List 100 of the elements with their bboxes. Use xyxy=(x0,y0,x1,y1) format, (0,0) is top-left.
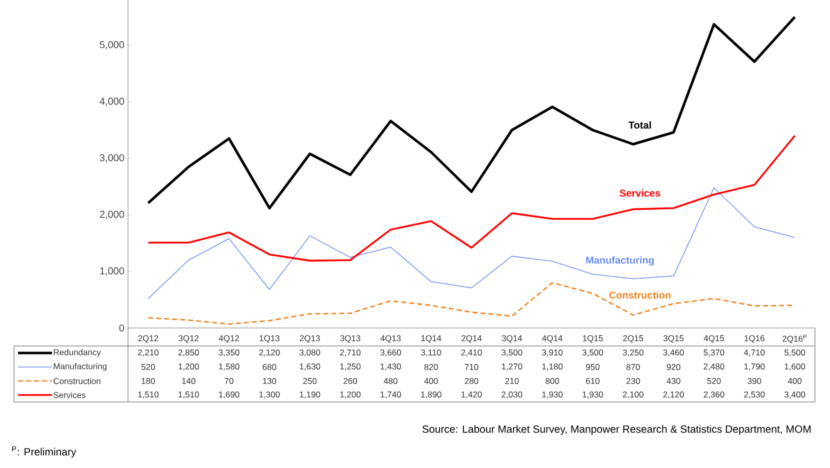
data-label: 3,500 xyxy=(502,349,522,356)
data-label: 920 xyxy=(666,364,680,370)
legend-label: Redundancy xyxy=(54,349,101,357)
source-note: Source: Labour Market Survey, Manpower Research & Statistics Department, MOM xyxy=(422,425,811,435)
data-label: 3,110 xyxy=(421,349,442,356)
y-tick-label: 0 xyxy=(119,324,124,332)
data-label: 820 xyxy=(424,364,438,370)
data-label: 1,930 xyxy=(582,391,604,398)
x-tick-label: 3Q14 xyxy=(502,335,522,343)
data-label: 230 xyxy=(626,378,640,384)
data-label: 2,850 xyxy=(178,349,199,356)
data-label: 2,410 xyxy=(461,349,482,356)
data-label: 1,190 xyxy=(300,391,320,398)
legend-label: Services xyxy=(54,392,86,398)
data-label: 610 xyxy=(586,378,600,384)
x-tick-label: 4Q12 xyxy=(218,335,239,343)
data-label: 1,510 xyxy=(138,391,159,398)
data-label: 3,660 xyxy=(380,349,401,356)
data-label: 3,080 xyxy=(300,349,320,356)
x-tick-label: 4Q14 xyxy=(542,335,562,343)
y-tick-label: 4,000 xyxy=(100,98,124,106)
data-label: 1,200 xyxy=(178,363,199,370)
data-label: 1,510 xyxy=(178,391,199,398)
x-tick-label: 3Q12 xyxy=(178,335,199,343)
legend-label: Construction xyxy=(54,378,100,384)
data-label: 870 xyxy=(626,364,640,370)
annotation: Total xyxy=(628,121,651,129)
data-label: 130 xyxy=(263,378,276,384)
data-label: 3,400 xyxy=(784,391,806,398)
y-tick-label: 2,000 xyxy=(100,210,124,220)
data-label: 680 xyxy=(262,364,276,370)
data-label: 4,710 xyxy=(744,349,765,356)
data-label: 2,030 xyxy=(502,391,522,398)
annotation: Manufacturing xyxy=(586,256,654,266)
x-tick-label: 4Q13 xyxy=(380,335,401,343)
data-label: 1,420 xyxy=(462,391,482,398)
data-label: 210 xyxy=(505,378,519,384)
data-label: 2,360 xyxy=(704,391,724,398)
data-label: 1,180 xyxy=(542,363,563,370)
data-label: 2,530 xyxy=(744,391,765,398)
data-label: 400 xyxy=(788,378,802,384)
text: $^{P}$: Preliminary xyxy=(12,446,76,458)
annotation: Services xyxy=(620,189,660,197)
data-label: 520 xyxy=(707,378,721,384)
x-tick-label: 2Q14 xyxy=(462,335,482,343)
data-label: 390 xyxy=(748,378,762,384)
data-label: 520 xyxy=(141,364,155,370)
data-label: 2,120 xyxy=(663,391,684,398)
data-label: 1,930 xyxy=(542,391,563,398)
y-tick-label: 5,000 xyxy=(100,41,124,50)
data-label: 1,270 xyxy=(502,363,522,370)
data-label: 3,500 xyxy=(582,349,604,356)
data-label: 280 xyxy=(464,378,478,384)
x-tick-label: 2Q16$^{P}$ xyxy=(782,334,807,344)
data-label: 70 xyxy=(224,378,234,384)
data-label: 1,250 xyxy=(340,363,361,370)
data-label: 250 xyxy=(303,378,317,384)
data-label: 430 xyxy=(666,378,680,384)
x-tick-label: 4Q15 xyxy=(704,335,724,343)
data-label: 1,790 xyxy=(744,363,765,370)
data-label: 1,300 xyxy=(259,391,280,398)
y-tick-label: 3,000 xyxy=(100,154,124,162)
data-label: 3,250 xyxy=(622,349,644,356)
x-tick-label: 1Q15 xyxy=(582,335,603,343)
x-tick-label: 1Q14 xyxy=(421,335,442,343)
data-label: 260 xyxy=(344,378,358,384)
data-label: 2,480 xyxy=(704,363,724,370)
data-label: 2,210 xyxy=(138,349,159,356)
data-label: 1,630 xyxy=(300,363,320,370)
x-tick-label: 1Q16 xyxy=(744,335,764,343)
line-series xyxy=(148,187,796,299)
x-tick-label: 2Q15 xyxy=(623,335,644,343)
y-tick-label: 1,000 xyxy=(100,267,124,276)
legend-label: Manufacturing xyxy=(54,363,107,371)
x-tick-label: 2Q12 xyxy=(138,335,158,343)
data-label: 3,910 xyxy=(542,349,563,356)
line-series xyxy=(146,16,796,210)
x-tick-label: 1Q13 xyxy=(260,335,280,343)
data-label: 710 xyxy=(464,364,478,370)
data-label: 5,370 xyxy=(704,349,724,356)
annotation: Construction xyxy=(609,291,670,299)
x-tick-label: 2Q13 xyxy=(300,335,320,343)
data-label: 1,200 xyxy=(340,391,361,398)
data-label: 1,690 xyxy=(219,391,240,398)
data-label: 800 xyxy=(546,378,560,384)
data-label: 950 xyxy=(586,364,600,370)
data-label: 2,710 xyxy=(340,349,361,356)
data-label: 2,120 xyxy=(259,349,280,356)
data-label: 140 xyxy=(182,378,196,384)
data-label: 1,600 xyxy=(784,363,806,370)
data-label: 180 xyxy=(142,378,155,384)
data-label: 400 xyxy=(424,378,438,384)
x-tick-label: 3Q13 xyxy=(340,335,360,343)
data-label: 2,100 xyxy=(622,391,644,398)
data-label: 1,740 xyxy=(380,391,401,398)
data-label: 3,350 xyxy=(218,349,240,356)
data-label: 480 xyxy=(384,378,398,384)
x-tick-label: 3Q15 xyxy=(663,335,684,343)
data-label: 3,460 xyxy=(663,349,684,356)
data-label: 1,430 xyxy=(380,363,401,370)
